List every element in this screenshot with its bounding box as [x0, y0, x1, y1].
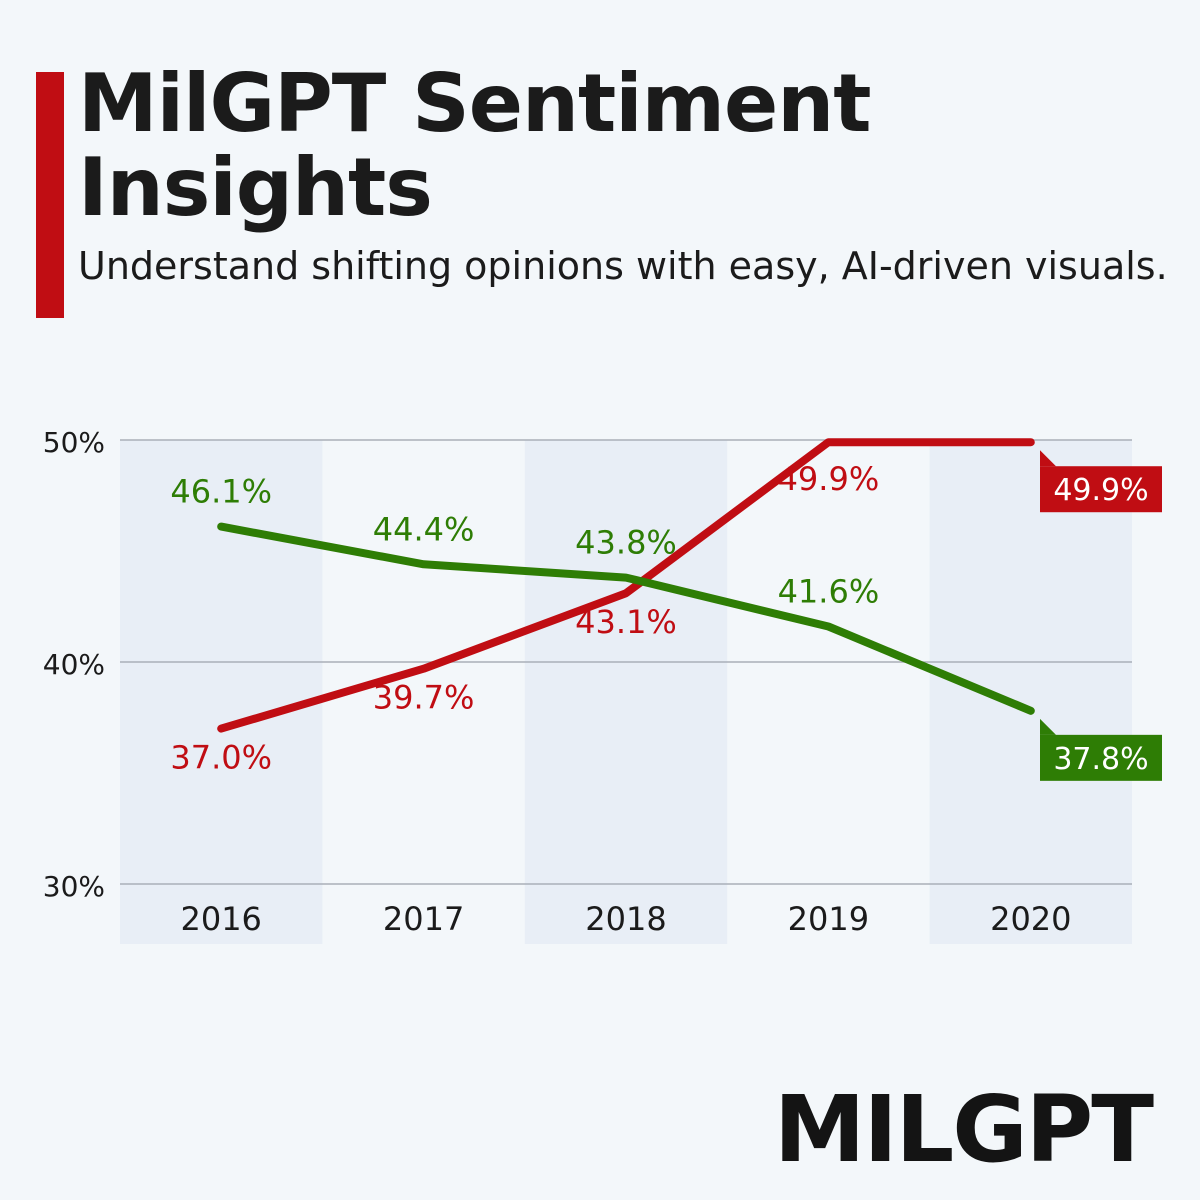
red-series-end-callout: 49.9% [1040, 450, 1162, 513]
callout-pointer [1040, 450, 1056, 467]
green-series-data-label: 44.4% [373, 510, 475, 548]
callout-box [1040, 466, 1162, 513]
page-title: MilGPT Sentiment Insights [78, 57, 871, 234]
green-series-data-label: 46.1% [170, 473, 272, 511]
x-tick-label: 2016 [180, 900, 261, 938]
column-band [524, 440, 728, 944]
red-series-data-label: 37.0% [170, 739, 272, 777]
x-tick-label: 2018 [585, 900, 666, 938]
red-series-end-label: 49.9% [1053, 473, 1148, 508]
callout-box [1040, 734, 1162, 781]
page-subtitle: Understand shifting opinions with easy, … [78, 244, 1168, 288]
callout-pointer [1040, 718, 1056, 735]
green-series-end-label: 37.8% [1053, 742, 1148, 777]
red-series-data-label: 49.9% [778, 460, 880, 498]
column-band [120, 440, 323, 944]
green-series-data-label: 41.6% [778, 572, 880, 610]
x-tick-label: 2020 [990, 900, 1071, 938]
green-series-data-label: 43.8% [575, 524, 677, 562]
brand-logo: MILGPT [773, 1076, 1154, 1183]
column-band [929, 440, 1132, 944]
y-tick-label: 40% [43, 648, 105, 681]
green-series-end-callout: 37.8% [1040, 718, 1162, 781]
x-tick-label: 2017 [383, 900, 464, 938]
red-series-data-label: 39.7% [373, 679, 475, 717]
y-tick-label: 50% [43, 426, 105, 459]
x-tick-label: 2019 [788, 900, 869, 938]
y-tick-label: 30% [43, 870, 105, 903]
accent-bar [36, 72, 64, 318]
red-series-data-label: 43.1% [575, 603, 677, 641]
